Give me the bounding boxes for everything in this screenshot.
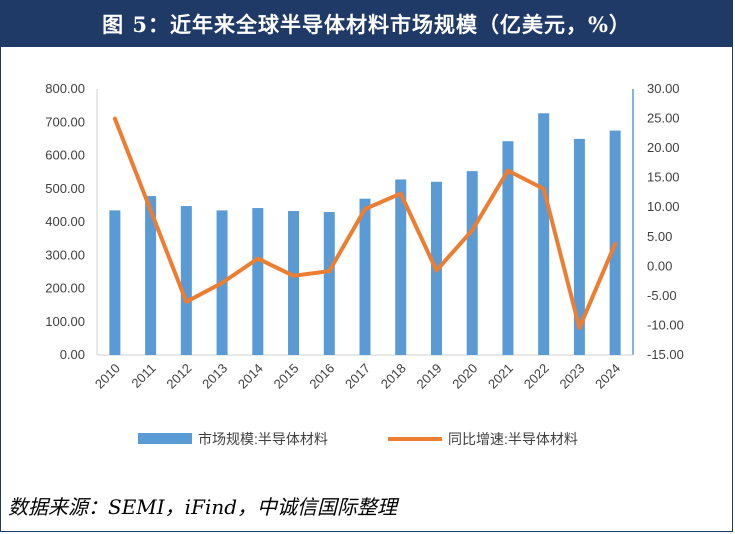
bar-2012 <box>180 206 192 355</box>
x-tick-label: 2022 <box>521 361 552 392</box>
x-tick-label: 2021 <box>485 361 516 392</box>
x-tick-label: 2010 <box>92 361 123 392</box>
x-tick-label: 2012 <box>163 361 194 392</box>
x-tick-label: 2023 <box>556 361 587 392</box>
y-left-tick-label: 100.00 <box>45 314 85 329</box>
y-left-tick-label: 500.00 <box>45 181 85 196</box>
y-right-tick-label: 10.00 <box>647 199 680 214</box>
bar-2020 <box>466 171 478 355</box>
bar-2018 <box>395 179 407 355</box>
legend-swatch-bar <box>138 433 192 444</box>
y-left-tick-label: 0.00 <box>60 347 85 362</box>
x-tick-label: 2017 <box>342 361 373 392</box>
x-tick-label: 2013 <box>199 361 230 392</box>
y-left-tick-label: 300.00 <box>45 247 85 262</box>
x-tick-label: 2016 <box>306 361 337 392</box>
y-right-tick-label: -15.00 <box>647 347 684 362</box>
bar-2022 <box>538 113 550 356</box>
x-tick-label: 2019 <box>414 361 445 392</box>
bar-2017 <box>359 198 371 355</box>
y-right-tick-label: -10.00 <box>647 317 684 332</box>
bar-2015 <box>288 211 300 355</box>
legend-label-line: 同比增速:半导体材料 <box>448 431 578 447</box>
source-note: 数据来源：SEMI，iFind，中诚信国际整理 <box>8 495 398 519</box>
y-right-tick-label: 30.00 <box>647 81 680 96</box>
y-right-tick-label: 0.00 <box>647 258 672 273</box>
y-right-tick-label: -5.00 <box>647 288 677 303</box>
y-right-tick-label: 15.00 <box>647 170 680 185</box>
x-tick-label: 2024 <box>592 361 623 392</box>
y-right-tick-label: 25.00 <box>647 111 680 126</box>
y-left-tick-label: 800.00 <box>45 81 85 96</box>
y-left-tick-label: 600.00 <box>45 148 85 163</box>
x-tick-label: 2014 <box>235 361 266 392</box>
bar-2023 <box>573 138 585 355</box>
chart-svg: 0.00 100.00 200.00 300.00 400.00 500.00 600.00… <box>45 81 684 447</box>
y-left-tick-label: 700.00 <box>45 114 85 129</box>
x-tick-label: 2015 <box>271 361 302 392</box>
bar-2011 <box>145 196 157 355</box>
y-left-tick-label: 200.00 <box>45 281 85 296</box>
x-tick-label: 2020 <box>449 361 480 392</box>
figure-title: 图 5：近年来全球半导体材料市场规模（亿美元，%） <box>1 1 732 47</box>
y-right-tick-label: 5.00 <box>647 229 672 244</box>
bar-2014 <box>252 208 264 355</box>
bar-2016 <box>323 212 335 355</box>
y-left-tick-label: 400.00 <box>45 214 85 229</box>
chart-area: 0.00 100.00 200.00 300.00 400.00 500.00 600.00… <box>0 56 735 476</box>
x-tick-label: 2018 <box>378 361 409 392</box>
bar-2021 <box>502 141 514 355</box>
y-right-tick-label: 20.00 <box>647 140 680 155</box>
bar-2010 <box>109 210 121 355</box>
legend-label-bar: 市场规模:半导体材料 <box>198 431 328 447</box>
x-tick-label: 2011 <box>128 361 158 391</box>
